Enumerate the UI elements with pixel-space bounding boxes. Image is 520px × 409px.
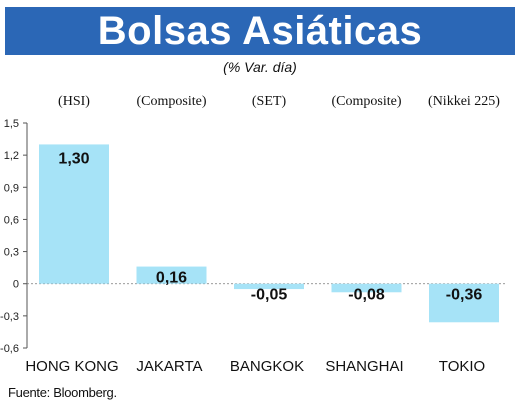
bar [429,283,499,323]
index-label: (Composite) [137,94,207,109]
chart-title: Bolsas Asiáticas [97,9,423,53]
source-note: Fuente: Bloomberg. [8,385,117,400]
y-tick-label: 0,9 [4,182,19,194]
y-tick-label: -0,3 [0,311,19,323]
category-label: SHANGHAI [325,358,403,375]
value-label: -0,36 [446,287,483,304]
y-tick-label: -0,6 [0,343,19,355]
index-label: (Nikkei 225) [428,94,500,109]
bar [234,283,304,290]
category-label: BANGKOK [230,358,304,375]
index-label: (SET) [252,94,287,109]
index-label: (HSI) [58,94,90,109]
y-tick-label: 1,2 [4,150,19,162]
value-label: 1,30 [58,150,89,167]
category-label: TOKIO [439,358,485,375]
bar [39,144,109,284]
value-label: -0,05 [251,287,288,304]
y-tick-label: 0,3 [4,247,19,259]
y-tick-label: 0,6 [4,214,19,226]
bar [136,266,207,284]
y-tick-label: 0 [13,279,19,291]
category-label: JAKARTA [136,358,202,375]
category-label: HONG KONG [25,358,118,375]
y-tick-label: 1,5 [4,118,19,130]
value-label: -0,08 [348,287,385,304]
title-banner [5,7,515,55]
chart-subtitle: (% Var. día) [223,59,297,75]
bar [331,283,402,293]
index-label: (Composite) [332,94,402,109]
value-label: 0,16 [156,270,187,287]
